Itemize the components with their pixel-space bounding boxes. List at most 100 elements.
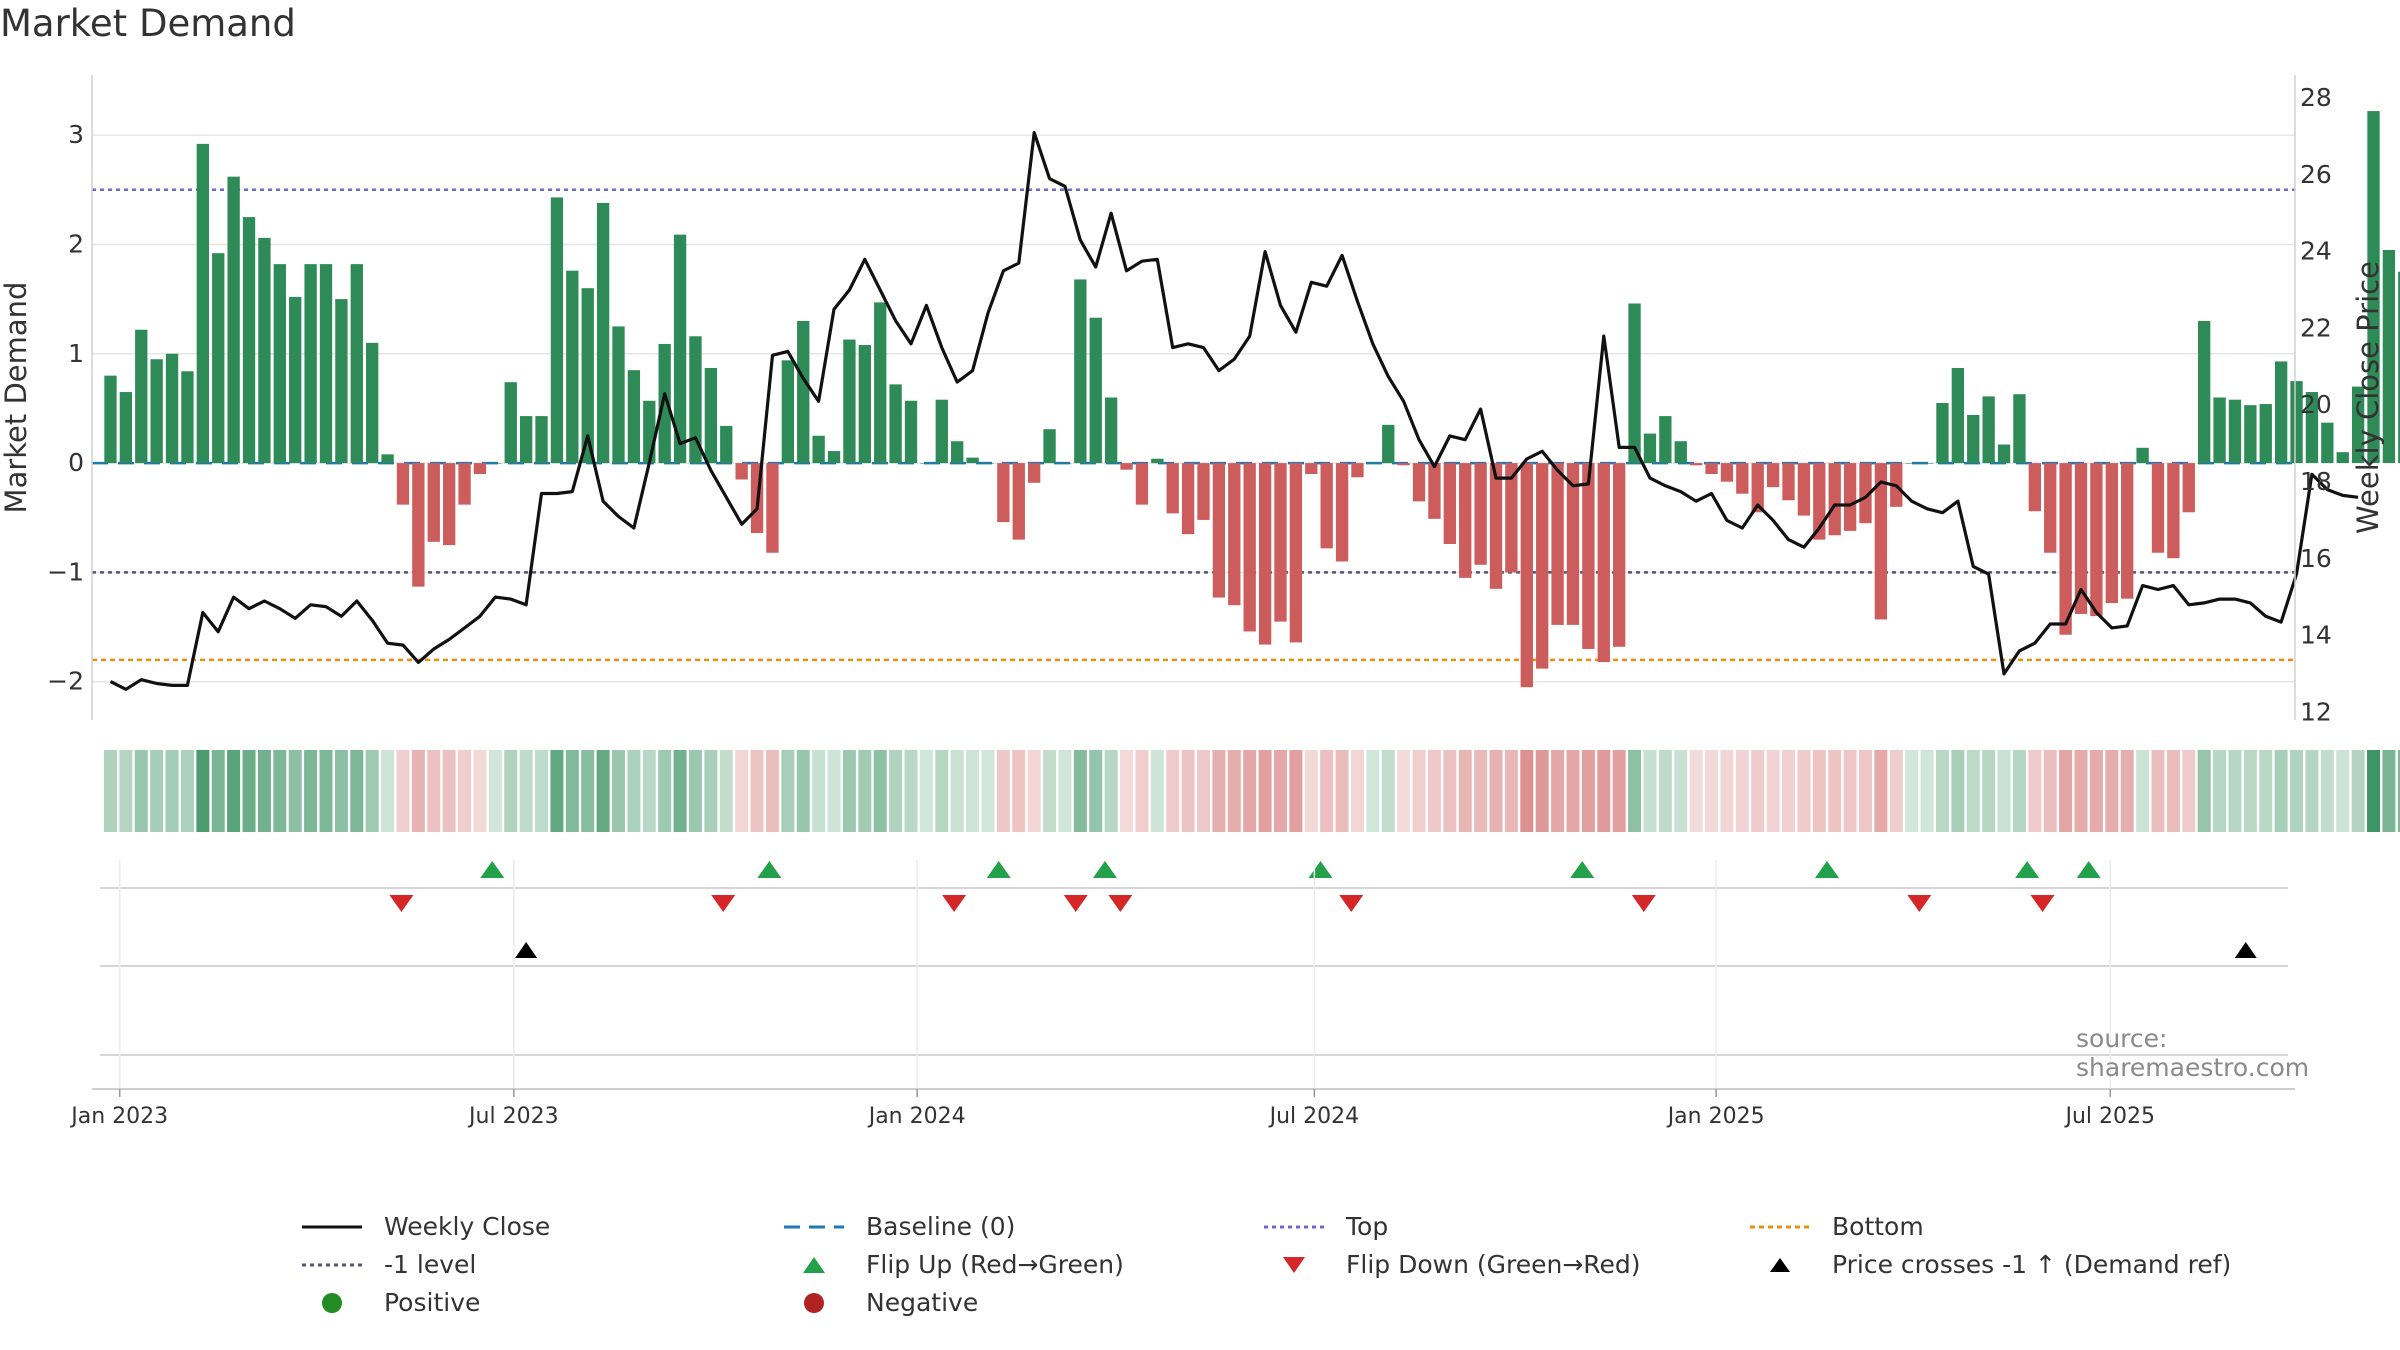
legend-item-positive: Positive bbox=[300, 1288, 480, 1317]
positive-bar bbox=[1089, 317, 1102, 464]
heat-cell bbox=[1181, 750, 1195, 832]
negative-bar bbox=[1412, 463, 1426, 502]
heat-cell bbox=[273, 750, 287, 832]
heat-cell bbox=[103, 750, 117, 832]
positive-bar bbox=[2136, 447, 2149, 464]
positive-bar bbox=[643, 400, 656, 464]
heat-cell bbox=[765, 750, 779, 832]
legend-label: -1 level bbox=[384, 1250, 477, 1279]
legend-swatch-close bbox=[302, 1225, 362, 1228]
heat-cell bbox=[1212, 750, 1226, 832]
legend-label: Top bbox=[1346, 1212, 1389, 1241]
negative-bar bbox=[1335, 463, 1349, 562]
positive-bar bbox=[797, 320, 810, 464]
flip-down-marker bbox=[1108, 895, 1133, 912]
heat-cell bbox=[1043, 750, 1057, 832]
negative-bar bbox=[1243, 463, 1256, 632]
heat-cell bbox=[627, 750, 641, 832]
negative-bar bbox=[1397, 463, 1410, 466]
positive-bar bbox=[273, 264, 286, 464]
legend-item-flip_down: Flip Down (Green→Red) bbox=[1262, 1250, 1641, 1279]
heat-cell bbox=[1366, 750, 1380, 832]
heat-cell bbox=[642, 750, 656, 832]
heat-cell bbox=[889, 750, 903, 832]
negative-bar bbox=[1813, 463, 1826, 540]
heat-cell bbox=[381, 750, 395, 832]
heat-cell bbox=[565, 750, 579, 832]
heat-cell bbox=[2228, 750, 2242, 832]
heat-cell bbox=[1581, 750, 1595, 832]
positive-bar bbox=[1628, 303, 1641, 464]
negative-bar bbox=[1536, 463, 1549, 669]
negative-bar bbox=[1613, 463, 1626, 647]
heat-cell bbox=[2089, 750, 2103, 832]
heat-cell bbox=[658, 750, 672, 832]
heat-cell bbox=[1874, 750, 1888, 832]
positive-bar bbox=[1982, 396, 1995, 464]
heat-cell bbox=[935, 750, 949, 832]
flip-down-marker bbox=[711, 895, 736, 912]
negative-bar bbox=[1181, 463, 1195, 535]
y2-axis-label: Weekly Close Price bbox=[2351, 261, 2385, 534]
chart-title: Market Demand bbox=[0, 2, 296, 45]
negative-bar bbox=[1228, 463, 1241, 606]
heat-cell bbox=[1412, 750, 1426, 832]
flip-up-marker bbox=[480, 861, 505, 878]
positive-bar bbox=[181, 371, 194, 464]
heat-cell bbox=[2290, 750, 2304, 832]
positive-bar bbox=[966, 457, 979, 464]
negative-bar bbox=[396, 463, 410, 505]
heat-cell bbox=[2382, 750, 2396, 832]
negative-bar bbox=[1874, 463, 1888, 620]
flip-up-marker bbox=[1570, 861, 1595, 878]
positive-bar bbox=[196, 143, 210, 464]
negative-bar bbox=[1551, 463, 1564, 625]
legend-swatch-bottom bbox=[1750, 1225, 1810, 1228]
y2-tick-label: 22 bbox=[2300, 313, 2332, 342]
heat-cell bbox=[1628, 750, 1642, 832]
legend-item-minus1: -1 level bbox=[300, 1250, 476, 1279]
negative-bar bbox=[2044, 463, 2057, 553]
heat-cell bbox=[1504, 750, 1518, 832]
positive-bar bbox=[519, 416, 533, 464]
flip-up-marker bbox=[2015, 861, 2040, 878]
negative-bar bbox=[2074, 463, 2088, 614]
positive-bar bbox=[2321, 422, 2334, 464]
negative-bar bbox=[1459, 463, 1472, 578]
heat-cell bbox=[1797, 750, 1811, 832]
heat-cell bbox=[688, 750, 702, 832]
negative-bar bbox=[1012, 463, 1025, 540]
heat-cell bbox=[242, 750, 256, 832]
heat-cell bbox=[2243, 750, 2257, 832]
heat-cell bbox=[2105, 750, 2119, 832]
negative-bar bbox=[1859, 463, 1872, 524]
heat-cell bbox=[1812, 750, 1826, 832]
heat-cell bbox=[196, 750, 210, 832]
negative-bar bbox=[1766, 463, 1780, 488]
heat-cell bbox=[1828, 750, 1842, 832]
heat-cell bbox=[2320, 750, 2334, 832]
heat-cell bbox=[1689, 750, 1703, 832]
y2-tick-label: 20 bbox=[2300, 390, 2332, 419]
flip-down-marker bbox=[2030, 895, 2055, 912]
heat-cell bbox=[1089, 750, 1103, 832]
negative-bar bbox=[1351, 463, 1364, 478]
heat-cell bbox=[535, 750, 549, 832]
positive-bar bbox=[1905, 463, 1918, 464]
positive-bar bbox=[165, 353, 179, 464]
positive-bar bbox=[1366, 463, 1380, 464]
source-credit: source: sharemaestro.com bbox=[2076, 1024, 2310, 1082]
legend-label: Weekly Close bbox=[384, 1212, 551, 1241]
legend-label: Negative bbox=[866, 1288, 979, 1317]
legend-item-flip_up: Flip Up (Red→Green) bbox=[782, 1250, 1124, 1279]
heat-cell bbox=[796, 750, 810, 832]
flip-down-marker bbox=[1631, 895, 1656, 912]
heat-cell bbox=[165, 750, 179, 832]
date-tick-label: Jul 2023 bbox=[467, 1104, 559, 1129]
positive-bar bbox=[504, 382, 517, 464]
negative-bar bbox=[1212, 463, 1226, 598]
positive-bar bbox=[1382, 424, 1395, 464]
negative-bar bbox=[1443, 463, 1456, 544]
positive-bar bbox=[2228, 399, 2242, 464]
